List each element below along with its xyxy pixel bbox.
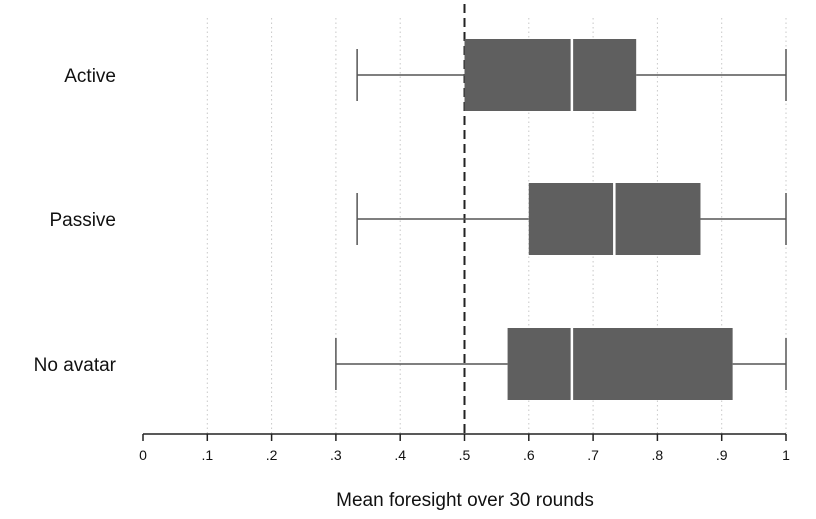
- x-axis: 0 .1 .2 .3 .4 .5 .6 .7 .8 .9 1: [139, 433, 790, 463]
- x-tick-label: .6: [523, 447, 535, 463]
- x-axis-title: Mean foresight over 30 rounds: [336, 490, 594, 511]
- x-tick-label: .1: [201, 447, 213, 463]
- category-label: Active: [64, 66, 116, 87]
- category-label: No avatar: [34, 355, 117, 376]
- x-tick-label: 0: [139, 447, 147, 463]
- category-label: Passive: [49, 210, 116, 231]
- x-tick-label: .8: [652, 447, 664, 463]
- category-labels: Active Passive No avatar: [34, 66, 117, 376]
- boxes-layer: [335, 39, 787, 400]
- x-tick-label: .7: [587, 447, 599, 463]
- x-tick-label: 1: [782, 447, 790, 463]
- x-tick-label: .3: [330, 447, 342, 463]
- x-tick-label: .2: [266, 447, 278, 463]
- box-iqr: [507, 328, 733, 400]
- box-iqr: [464, 39, 637, 111]
- box-group: [356, 39, 787, 111]
- box-group: [335, 328, 787, 400]
- box-group: [356, 183, 787, 255]
- x-tick-label: .5: [459, 447, 471, 463]
- x-tick-label: .9: [716, 447, 728, 463]
- x-tick-label: .4: [394, 447, 406, 463]
